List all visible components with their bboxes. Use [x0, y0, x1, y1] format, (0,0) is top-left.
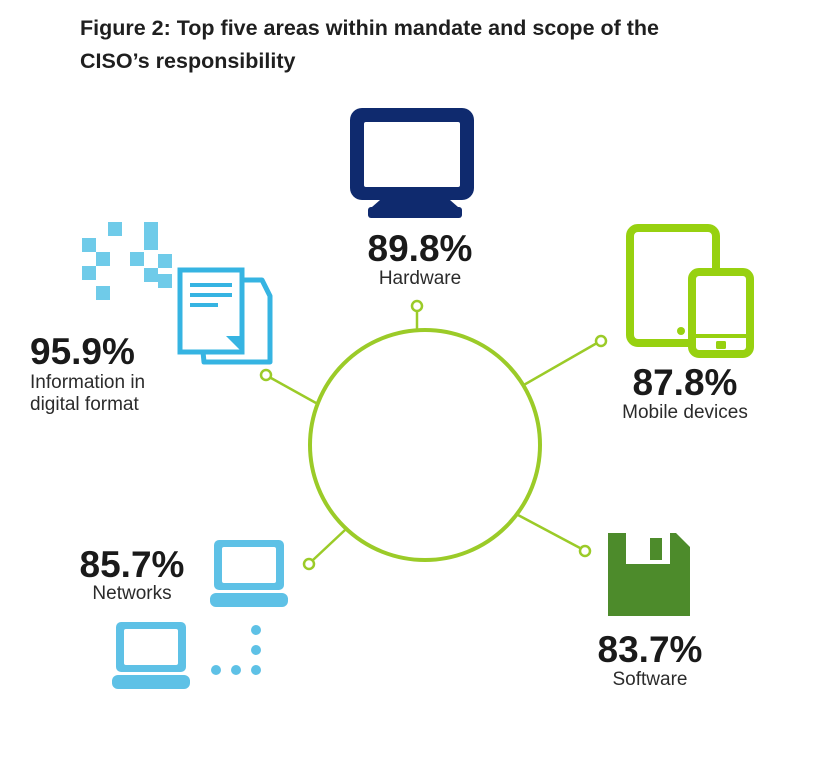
information-value: 95.9% — [30, 331, 135, 372]
software-label: Software — [612, 669, 688, 690]
figure-title: Figure 2: Top five areas within mandate … — [80, 12, 780, 78]
monitor-icon — [350, 108, 474, 218]
documents-icon — [82, 222, 273, 365]
information-label-line-2: digital format — [30, 394, 139, 415]
hardware-value: 89.8% — [367, 228, 473, 269]
connector-software — [517, 513, 592, 558]
mobile-label: Mobile devices — [622, 402, 748, 423]
connector-hardware — [410, 299, 424, 330]
information-label-line-1: Information in — [30, 372, 146, 393]
figure-title-line-1: Figure 2: Top five areas within mandate … — [80, 16, 660, 40]
networks-label: Networks — [92, 583, 172, 604]
connector-networks — [302, 529, 346, 571]
network-computers-icon — [112, 540, 288, 689]
networks-value: 85.7% — [79, 544, 185, 585]
floppy-disk-icon — [608, 533, 690, 616]
figure-title-line-2: CISO’s responsibility — [80, 49, 296, 73]
software-value: 83.7% — [597, 629, 703, 670]
connector-mobile — [521, 334, 608, 388]
tablet-phone-icon — [626, 224, 754, 358]
center-ring — [308, 328, 542, 562]
hardware-label: Hardware — [378, 268, 462, 289]
mobile-value: 87.8% — [632, 362, 738, 403]
connector-information — [259, 368, 317, 405]
